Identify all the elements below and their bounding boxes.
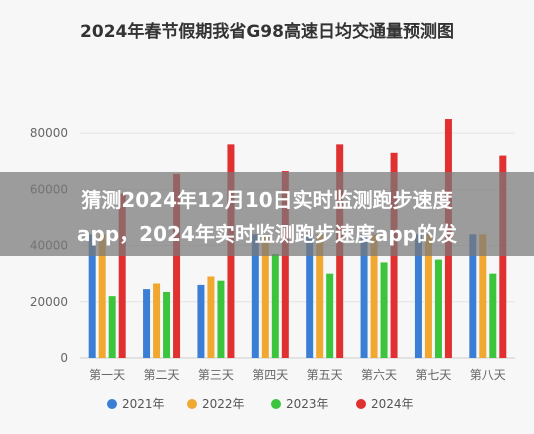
bar <box>163 291 171 358</box>
bar <box>98 234 106 358</box>
legend-label: 2023年 <box>286 397 329 411</box>
x-tick-label: 第一天 <box>89 368 125 382</box>
bar <box>479 234 487 358</box>
chart-title: 2024年春节假期我省G98高速日均交通量预测图 <box>80 21 454 42</box>
y-tick-label: 80000 <box>30 126 68 140</box>
y-tick-label: 0 <box>60 351 68 365</box>
legend-marker <box>271 399 281 409</box>
legend-marker <box>356 399 366 409</box>
x-axis-ticks: 第一天 第二天 第三天 第四天 第五天 第六天 第七天 第八天 <box>89 368 506 382</box>
legend-label: 2021年 <box>122 397 165 411</box>
x-tick-label: 第四天 <box>252 368 288 382</box>
bar <box>153 283 161 358</box>
bar <box>197 284 205 358</box>
bar <box>360 234 368 358</box>
x-tick-label: 第五天 <box>307 368 343 382</box>
bar <box>118 193 126 358</box>
bar <box>281 171 289 358</box>
bar <box>251 234 259 358</box>
x-tick-label: 第三天 <box>198 368 234 382</box>
bar <box>306 234 314 358</box>
bar <box>434 259 442 358</box>
headline-line-2: app，2024年实时监测跑步速度app的发 <box>77 222 457 246</box>
bar <box>469 234 477 358</box>
bar <box>499 155 507 358</box>
bar <box>143 289 151 358</box>
headline-line-1: 猜测2024年12月10日实时监测跑步速度 <box>81 188 453 212</box>
x-tick-label: 第六天 <box>361 368 397 382</box>
legend-marker <box>107 399 117 409</box>
bar <box>108 296 116 358</box>
bar <box>424 234 432 358</box>
bar <box>380 262 388 358</box>
bar <box>88 234 96 358</box>
bar <box>489 273 497 358</box>
x-tick-label: 第八天 <box>470 368 506 382</box>
y-tick-label: 20000 <box>30 295 68 309</box>
legend: 2021年 2022年 2023年 2024年 <box>107 397 414 411</box>
bar <box>326 273 334 358</box>
headline-banner: 猜测2024年12月10日实时监测跑步速度 app，2024年实时监测跑步速度a… <box>0 172 534 256</box>
bar <box>217 280 225 358</box>
bar <box>173 173 181 358</box>
x-tick-label: 第二天 <box>144 368 180 382</box>
bar <box>261 234 269 358</box>
legend-label: 2022年 <box>202 397 245 411</box>
legend-marker <box>187 399 197 409</box>
bar <box>316 234 324 358</box>
bar <box>370 234 378 358</box>
x-tick-label: 第七天 <box>415 368 451 382</box>
bar <box>414 234 422 358</box>
bar <box>271 253 279 358</box>
legend-label: 2024年 <box>371 397 414 411</box>
bar <box>207 276 215 358</box>
